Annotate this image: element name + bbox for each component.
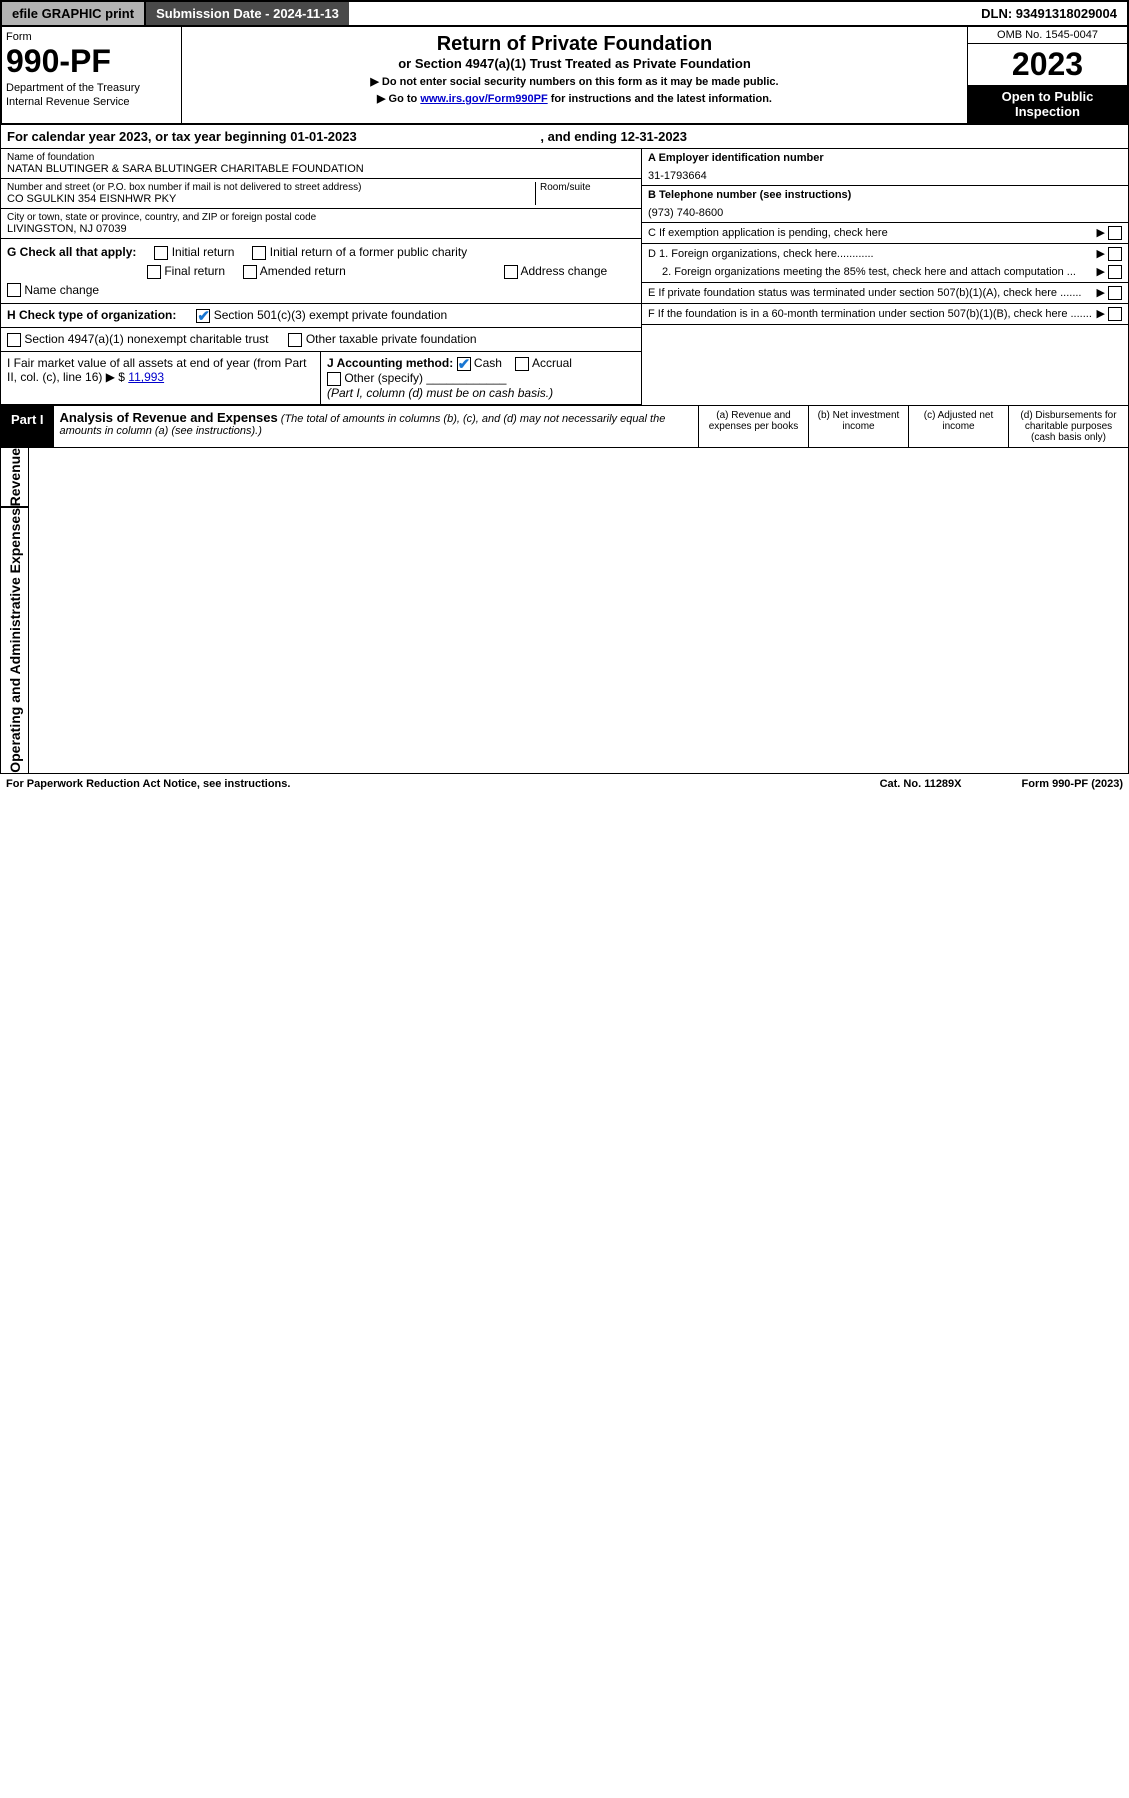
instruction-2: ▶ Go to www.irs.gov/Form990PF for instru…	[188, 92, 961, 105]
revenue-label: Revenue	[1, 448, 29, 506]
city-state-zip: LIVINGSTON, NJ 07039	[7, 223, 635, 235]
section-h-2: Section 4947(a)(1) nonexempt charitable …	[1, 328, 641, 352]
form-title: Return of Private Foundation	[188, 33, 961, 56]
fmv-value[interactable]: 11,993	[128, 370, 164, 384]
checkbox-other-method[interactable]	[327, 372, 341, 386]
foundation-name: NATAN BLUTINGER & SARA BLUTINGER CHARITA…	[7, 163, 635, 175]
part1-title: Analysis of Revenue and Expenses (The to…	[54, 406, 698, 447]
checkbox-exemption-pending[interactable]	[1108, 226, 1122, 240]
street-address: CO SGULKIN 354 EISNHWR PKY	[7, 193, 535, 205]
form-year-block: OMB No. 1545-0047 2023 Open to Public In…	[967, 27, 1127, 123]
section-h: H Check type of organization: Section 50…	[1, 304, 641, 328]
checkbox-address-change[interactable]	[504, 265, 518, 279]
checkbox-name-change[interactable]	[7, 283, 21, 297]
ein-value: 31-1793664	[648, 170, 1122, 182]
efile-print-button[interactable]: efile GRAPHIC print	[2, 2, 146, 25]
checkbox-amended[interactable]	[243, 265, 257, 279]
col-d-header: (d) Disbursements for charitable purpose…	[1008, 406, 1128, 447]
checkbox-other-taxable[interactable]	[288, 333, 302, 347]
open-inspection: Open to Public Inspection	[968, 85, 1127, 123]
address-cell: Number and street (or P.O. box number if…	[1, 179, 641, 209]
checkbox-501c3[interactable]	[196, 309, 210, 323]
col-b-header: (b) Net investment income	[808, 406, 908, 447]
room-label: Room/suite	[540, 182, 635, 193]
section-j: J Accounting method: Cash Accrual Other …	[321, 352, 641, 404]
checkbox-cash[interactable]	[457, 357, 471, 371]
city-cell: City or town, state or province, country…	[1, 209, 641, 239]
calendar-year-row: For calendar year 2023, or tax year begi…	[0, 125, 1129, 149]
checkbox-85pct[interactable]	[1108, 265, 1122, 279]
section-ij: I Fair market value of all assets at end…	[1, 352, 641, 405]
paperwork-notice: For Paperwork Reduction Act Notice, see …	[6, 778, 290, 790]
ein-cell: A Employer identification number 31-1793…	[642, 149, 1128, 186]
page-footer: For Paperwork Reduction Act Notice, see …	[0, 773, 1129, 794]
irs-label: Internal Revenue Service	[6, 96, 177, 108]
submission-date: Submission Date - 2024-11-13	[146, 2, 349, 25]
section-f: F If the foundation is in a 60-month ter…	[642, 304, 1128, 325]
form-word: Form	[6, 31, 177, 43]
expenses-label: Operating and Administrative Expenses	[1, 506, 29, 773]
instruction-1: ▶ Do not enter social security numbers o…	[188, 75, 961, 88]
irs-link[interactable]: www.irs.gov/Form990PF	[420, 93, 547, 105]
section-d: D 1. Foreign organizations, check here..…	[642, 244, 1128, 283]
section-g: G Check all that apply: Initial return I…	[1, 239, 641, 304]
phone-cell: B Telephone number (see instructions) (9…	[642, 186, 1128, 223]
phone-value: (973) 740-8600	[648, 207, 1122, 219]
section-e: E If private foundation status was termi…	[642, 283, 1128, 304]
col-a-header: (a) Revenue and expenses per books	[698, 406, 808, 447]
form-subtitle: or Section 4947(a)(1) Trust Treated as P…	[188, 56, 961, 71]
dln-label: DLN: 93491318029004	[971, 2, 1127, 25]
checkbox-initial-former[interactable]	[252, 246, 266, 260]
entity-info: Name of foundation NATAN BLUTINGER & SAR…	[0, 149, 1129, 405]
col-c-header: (c) Adjusted net income	[908, 406, 1008, 447]
department: Department of the Treasury	[6, 82, 177, 94]
tax-year: 2023	[968, 44, 1127, 85]
section-c: C If exemption application is pending, c…	[642, 223, 1128, 244]
omb-number: OMB No. 1545-0047	[968, 27, 1127, 44]
part1-label: Part I	[1, 406, 54, 447]
section-i: I Fair market value of all assets at end…	[1, 352, 321, 404]
form-id-block: Form 990-PF Department of the Treasury I…	[2, 27, 182, 123]
form-number: 990-PF	[6, 43, 177, 80]
checkbox-accrual[interactable]	[515, 357, 529, 371]
checkbox-terminated[interactable]	[1108, 286, 1122, 300]
checkbox-initial-return[interactable]	[154, 246, 168, 260]
checkbox-60month[interactable]	[1108, 307, 1122, 321]
checkbox-foreign-org[interactable]	[1108, 247, 1122, 261]
topbar: efile GRAPHIC print Submission Date - 20…	[0, 0, 1129, 27]
form-ref: Form 990-PF (2023)	[1022, 778, 1123, 790]
form-header: Form 990-PF Department of the Treasury I…	[0, 27, 1129, 125]
cat-no: Cat. No. 11289X	[880, 778, 962, 790]
foundation-name-cell: Name of foundation NATAN BLUTINGER & SAR…	[1, 149, 641, 179]
form-title-block: Return of Private Foundation or Section …	[182, 27, 967, 123]
part1-header: Part I Analysis of Revenue and Expenses …	[0, 405, 1129, 448]
part1-table: Revenue Operating and Administrative Exp…	[0, 448, 1129, 773]
checkbox-4947[interactable]	[7, 333, 21, 347]
checkbox-final-return[interactable]	[147, 265, 161, 279]
